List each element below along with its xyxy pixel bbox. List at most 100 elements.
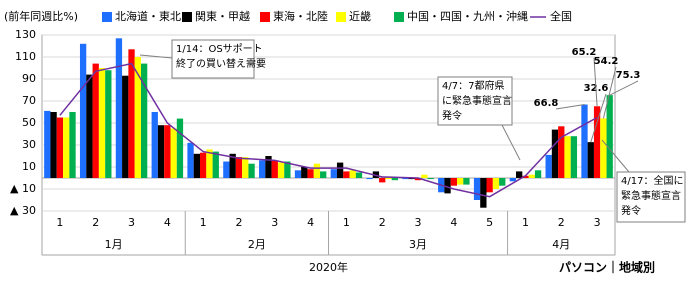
bar	[499, 178, 506, 186]
bar	[343, 171, 350, 178]
line	[59, 62, 598, 198]
bar	[320, 171, 327, 178]
bar	[140, 63, 148, 178]
bar	[366, 178, 373, 180]
bar	[570, 136, 578, 178]
legend-label: 東海・北陸	[273, 9, 328, 23]
label-leader	[609, 80, 639, 96]
bar	[271, 160, 278, 178]
legend-swatch	[102, 12, 112, 22]
annotation-arrow	[601, 139, 630, 173]
bar	[122, 75, 129, 178]
bar	[330, 169, 337, 178]
bar	[277, 162, 285, 178]
bar	[86, 74, 93, 178]
legend-swatch	[336, 12, 346, 22]
group-label: 4月	[552, 238, 570, 251]
x-tick-label: 5	[486, 216, 493, 229]
bar	[336, 162, 344, 178]
label-leader	[593, 57, 598, 107]
y-tick-label: 10	[22, 160, 36, 173]
group-label: 3月	[409, 238, 427, 251]
bar	[480, 178, 487, 208]
legend-label: 関東・甲越	[195, 9, 250, 23]
legend-label: 近畿	[349, 9, 371, 23]
bar	[212, 151, 219, 178]
bar	[600, 118, 607, 178]
bar	[385, 178, 392, 180]
y-tick-label: 50	[22, 116, 36, 129]
bar	[134, 57, 141, 178]
bar	[265, 156, 272, 178]
y-tick-label: 70	[22, 94, 36, 107]
bar	[294, 170, 302, 178]
legend-swatch	[182, 12, 192, 22]
bar	[528, 174, 535, 178]
bar	[391, 178, 398, 181]
group-label: 1月	[105, 238, 123, 251]
bar	[492, 178, 500, 189]
bar	[522, 175, 529, 178]
y-tick-label: ▲ 30	[10, 204, 36, 217]
bar	[164, 125, 171, 178]
annotation-text: 発令	[442, 109, 462, 122]
bar	[193, 153, 201, 178]
footer: パソコン｜地域別	[559, 260, 655, 275]
bar	[235, 157, 243, 178]
bar	[115, 38, 123, 178]
bar	[307, 169, 314, 178]
bar	[593, 106, 601, 178]
bar	[450, 178, 457, 186]
bar	[44, 110, 51, 178]
y-tick-label: ▲ 10	[10, 182, 36, 195]
data-label: 65.2	[572, 47, 597, 58]
bar	[355, 172, 363, 178]
legend-swatch	[394, 12, 404, 22]
group-label: 2月	[248, 238, 266, 251]
bar	[56, 117, 64, 178]
annotation-text: 発令	[621, 204, 641, 217]
bar	[98, 68, 106, 178]
legend-label: 北海道・東北	[115, 9, 181, 23]
bar	[427, 178, 434, 180]
bar	[606, 95, 613, 178]
y-tick-label: 130	[15, 28, 36, 41]
bar	[473, 178, 481, 200]
bar	[170, 128, 177, 178]
data-label: 75.3	[616, 70, 641, 81]
annotation-text: 4/7：7都府県	[442, 79, 504, 92]
bar	[509, 178, 517, 182]
bar	[534, 170, 542, 178]
x-tick-label: 1	[56, 216, 63, 229]
bar	[545, 154, 552, 178]
x-tick-label: 2	[379, 216, 386, 229]
x-tick-label: 2	[92, 216, 99, 229]
bar	[105, 70, 112, 178]
x-tick-label: 2	[558, 216, 565, 229]
bar	[128, 49, 135, 178]
x-tick-label: 2	[235, 216, 242, 229]
bar	[379, 178, 386, 183]
bar	[581, 104, 588, 178]
data-label: 54.2	[594, 56, 619, 67]
bar	[242, 157, 249, 178]
x-tick-label: 4	[450, 216, 457, 229]
y-tick-label: 90	[22, 72, 36, 85]
x-tick-label: 3	[594, 216, 601, 229]
bar	[69, 112, 76, 178]
y-tick-label: 110	[15, 50, 36, 63]
bar	[551, 129, 559, 178]
x-tick-label: 4	[307, 216, 314, 229]
bar	[516, 171, 523, 178]
bar	[456, 178, 464, 185]
label-leader	[602, 66, 617, 119]
bar	[206, 149, 213, 178]
x-tick-label: 1	[343, 216, 350, 229]
y-axis-label: (前年同週比%)	[4, 9, 78, 23]
bar	[248, 163, 255, 178]
annotation-text: 緊急事態宣言	[621, 189, 681, 202]
y-tick-label: 30	[22, 138, 36, 151]
legend-label: 全国	[550, 9, 572, 23]
bar	[259, 160, 266, 178]
